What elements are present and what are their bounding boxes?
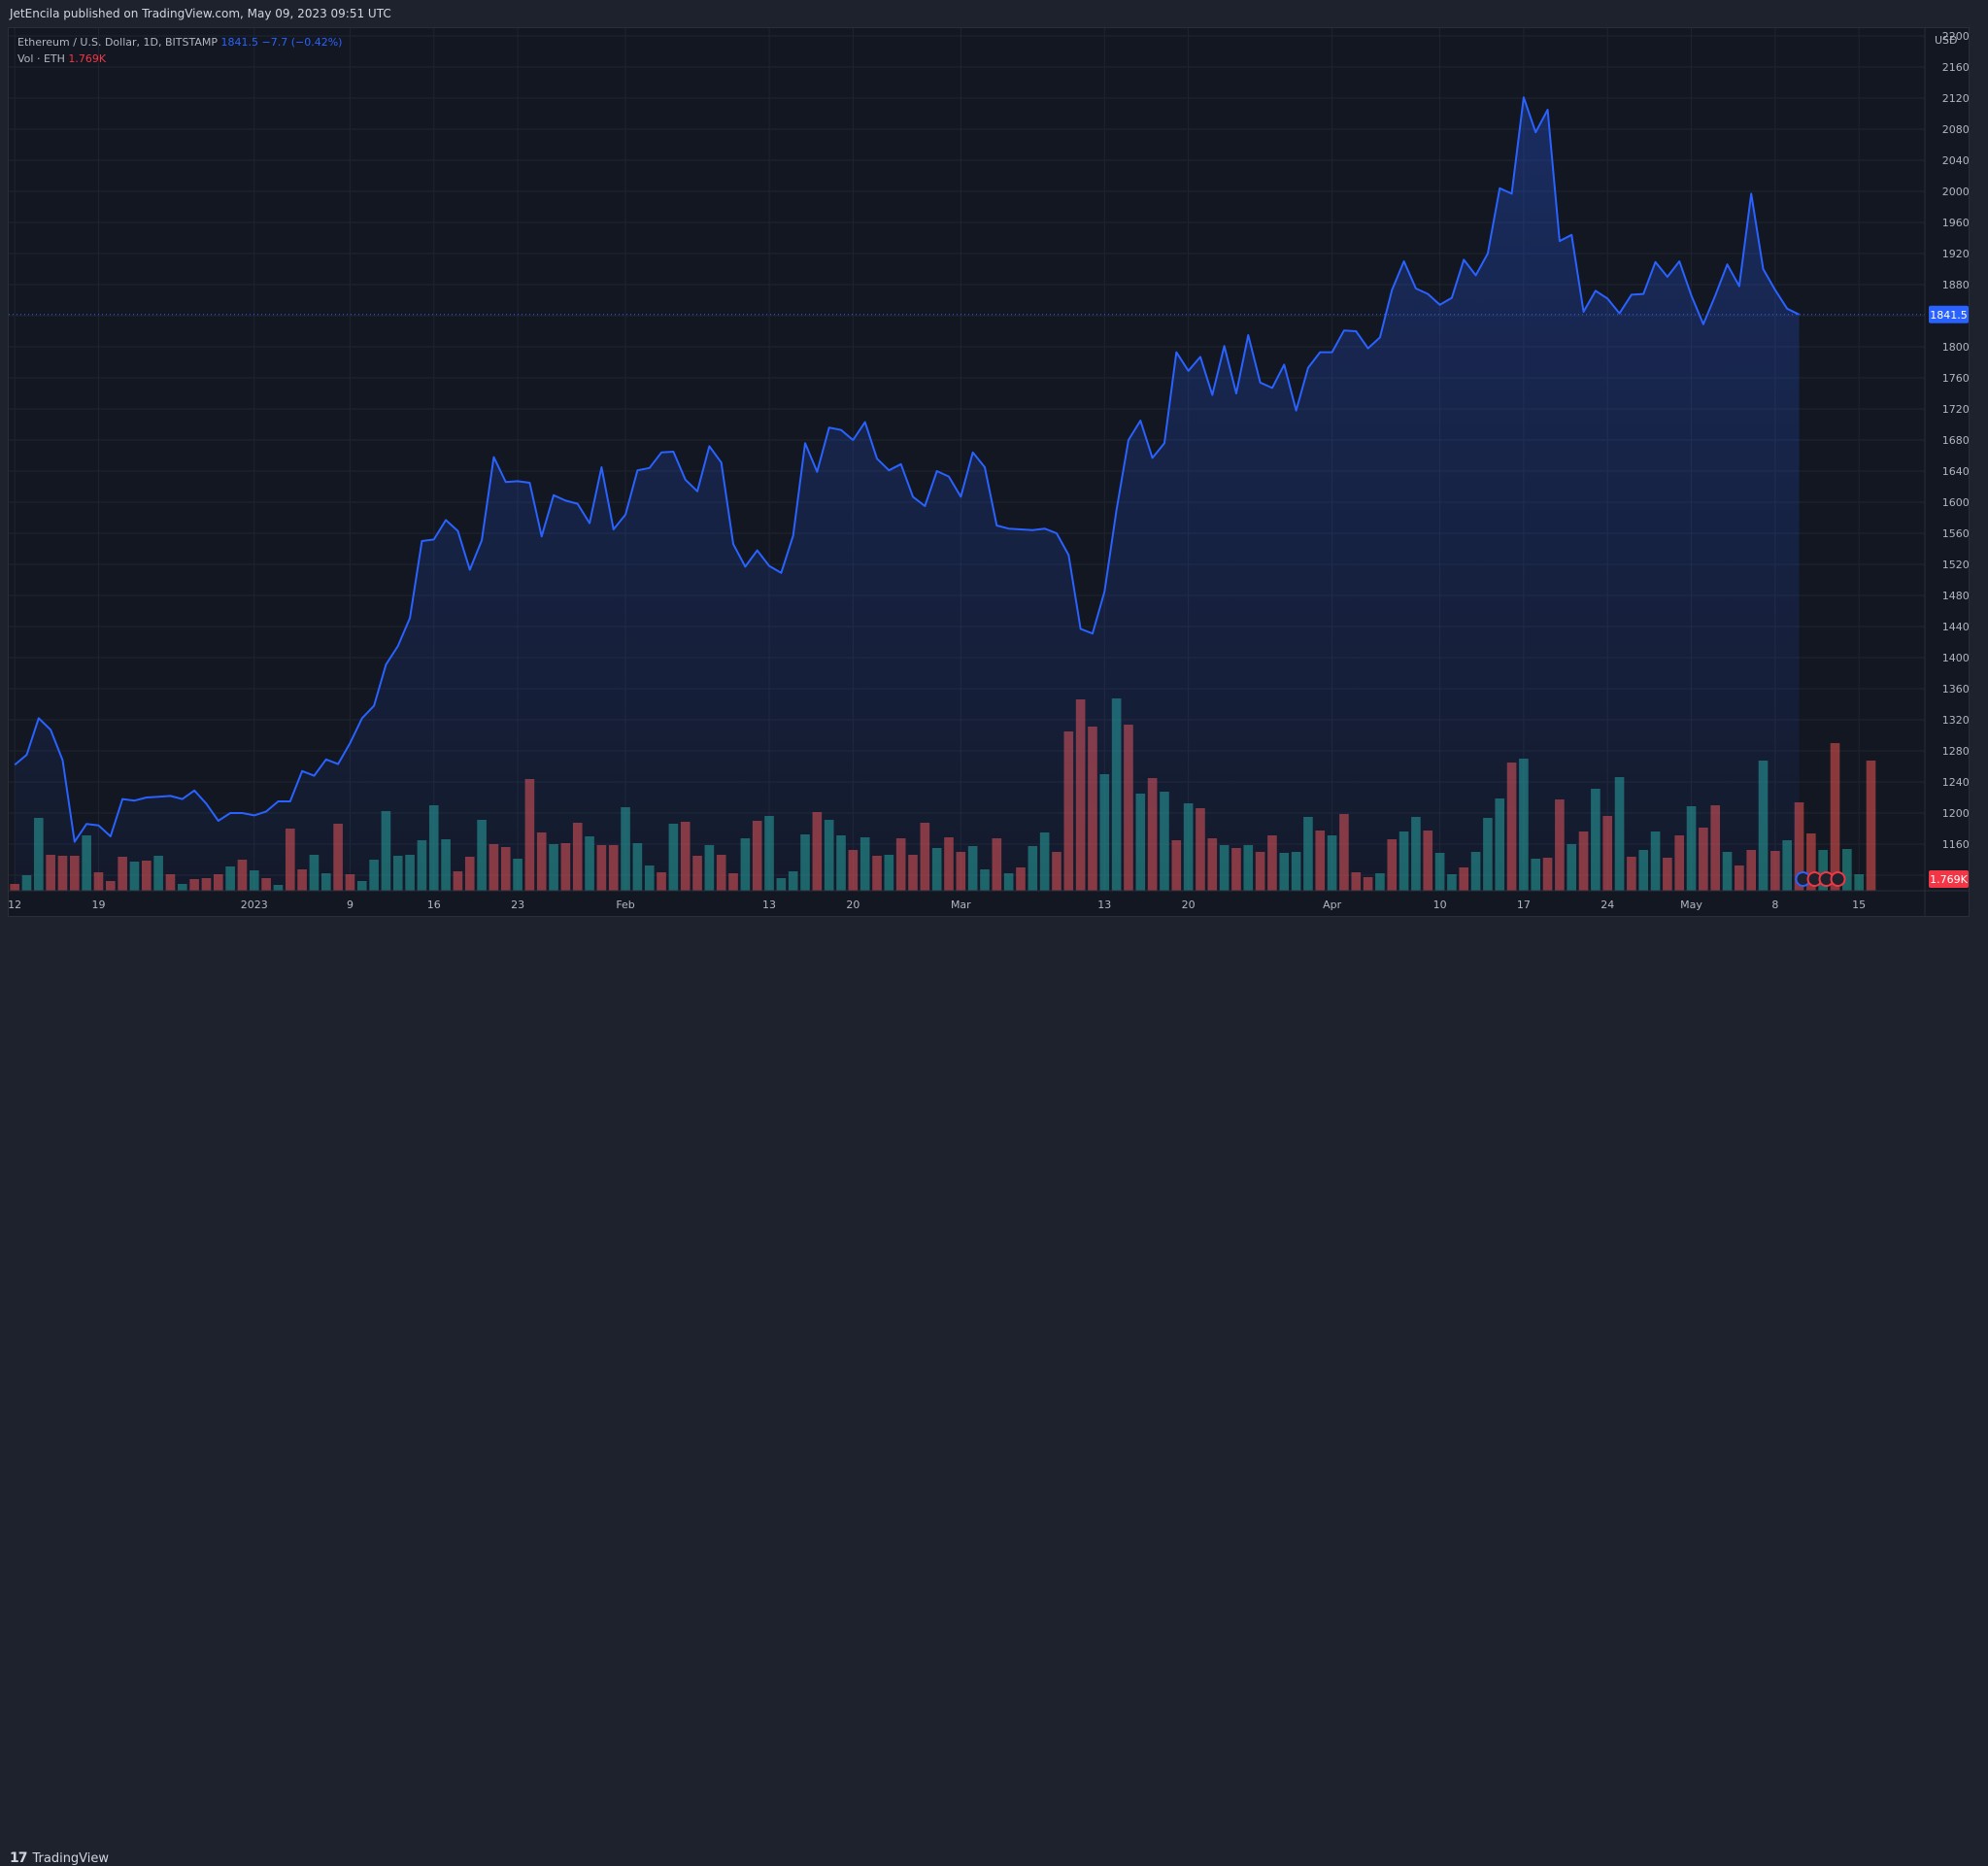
x-tick-label: 24: [1601, 899, 1614, 911]
x-tick-label: 13: [1097, 899, 1111, 911]
x-tick-label: 12: [9, 899, 21, 911]
y-tick-label: 1640.0: [1942, 465, 1969, 478]
y-tick-label: 1280.0: [1942, 745, 1969, 758]
volume-bar: [1818, 850, 1828, 891]
x-tick-label: 17: [1517, 899, 1531, 911]
y-tick-label: 1480.0: [1942, 590, 1969, 602]
y-tick-label: 2160.0: [1942, 61, 1969, 74]
x-tick-label: 19: [91, 899, 105, 911]
legend-last-price: 1841.5: [220, 36, 259, 49]
publish-line: JetEncila published on TradingView.com, …: [10, 7, 391, 20]
volume-badge: 1.769K: [1929, 870, 1969, 888]
volume-bar: [10, 884, 19, 891]
x-tick-label: 16: [427, 899, 441, 911]
legend-volume-row: Vol · ETH 1.769K: [17, 51, 342, 67]
y-tick-label: 2200.0: [1942, 30, 1969, 43]
last-price-badge-text: 1841.5: [1930, 309, 1968, 322]
tradingview-logo[interactable]: 17 TradingView: [10, 1850, 109, 1866]
y-tick-label: 2080.0: [1942, 123, 1969, 136]
x-tick-label: May: [1680, 899, 1702, 911]
y-tick-label: 1880.0: [1942, 279, 1969, 291]
volume-bar: [1830, 743, 1840, 891]
x-tick-label: Apr: [1323, 899, 1342, 911]
y-tick-label: 1520.0: [1942, 559, 1969, 571]
x-tick-label: 8: [1771, 899, 1778, 911]
y-tick-label: 1440.0: [1942, 621, 1969, 633]
volume-bar: [1806, 833, 1816, 891]
y-tick-label: 1920.0: [1942, 248, 1969, 260]
y-tick-label: 1400.0: [1942, 652, 1969, 664]
y-tick-label: 1360.0: [1942, 683, 1969, 696]
x-tick-label: Mar: [951, 899, 971, 911]
volume-badge-text: 1.769K: [1930, 873, 1968, 886]
y-tick-label: 1320.0: [1942, 714, 1969, 727]
x-tick-label: 10: [1433, 899, 1447, 911]
volume-bar: [1842, 849, 1852, 891]
volume-bar: [1866, 761, 1876, 891]
y-tick-label: 1800.0: [1942, 341, 1969, 354]
x-tick-label: 23: [511, 899, 524, 911]
price-line: [14, 96, 1800, 843]
x-tick-label: 15: [1852, 899, 1866, 911]
y-tick-label: 1680.0: [1942, 434, 1969, 447]
x-tick-label: 2023: [241, 899, 268, 911]
legend-change: −7.7 (−0.42%): [261, 36, 343, 49]
price-volume-chart[interactable]: 1120.01160.01200.01240.01280.01320.01360…: [9, 28, 1969, 916]
x-tick-label: Feb: [616, 899, 634, 911]
y-tick-label: 2120.0: [1942, 92, 1969, 105]
x-tick-label: 20: [1182, 899, 1196, 911]
x-tick-label: 13: [762, 899, 776, 911]
legend-volume-value: 1.769K: [68, 52, 107, 65]
last-price-badge-bg: [1929, 305, 1969, 323]
legend-price-row: Ethereum / U.S. Dollar, 1D, BITSTAMP 184…: [17, 34, 342, 51]
legend-symbol: Ethereum / U.S. Dollar, 1D, BITSTAMP: [17, 36, 218, 49]
volume-badge-bg: [1929, 870, 1969, 888]
x-tick-label: 9: [347, 899, 354, 911]
legend-volume-label: Vol · ETH: [17, 52, 65, 65]
volume-bar: [1854, 874, 1864, 891]
tradingview-brand: TradingView: [32, 1850, 110, 1866]
chart-frame[interactable]: 1120.01160.01200.01240.01280.01320.01360…: [8, 27, 1970, 917]
footer: 17 TradingView: [0, 923, 1988, 1866]
volume-bar: [1794, 802, 1804, 891]
y-tick-label: 1200.0: [1942, 807, 1969, 820]
y-tick-label: 1960.0: [1942, 217, 1969, 229]
chart-legend: Ethereum / U.S. Dollar, 1D, BITSTAMP 184…: [17, 34, 342, 67]
y-tick-label: 1160.0: [1942, 838, 1969, 851]
y-tick-label: 2000.0: [1942, 186, 1969, 198]
y-tick-label: 1760.0: [1942, 372, 1969, 385]
x-tick-label: 20: [846, 899, 859, 911]
price-area: [15, 97, 1800, 891]
y-tick-label: 2040.0: [1942, 154, 1969, 167]
tradingview-mark-icon: 17: [10, 1850, 28, 1866]
top-bar: JetEncila published on TradingView.com, …: [0, 0, 1988, 27]
currency-label: USD: [1935, 34, 1958, 47]
y-tick-label: 1240.0: [1942, 776, 1969, 789]
y-tick-label: 1720.0: [1942, 403, 1969, 416]
y-tick-label: 1600.0: [1942, 496, 1969, 509]
event-marker-icon: [1830, 871, 1846, 887]
last-price-badge: 1841.5: [1929, 305, 1969, 323]
y-tick-label: 1560.0: [1942, 527, 1969, 540]
